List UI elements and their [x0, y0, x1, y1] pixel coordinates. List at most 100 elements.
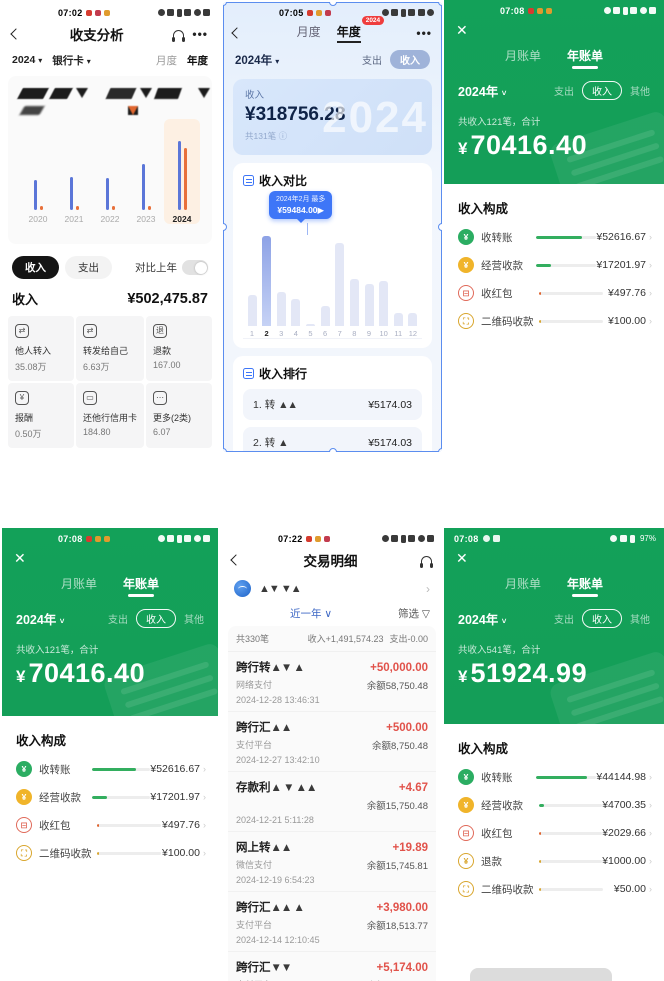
other-option[interactable]: 其他	[630, 87, 650, 98]
month-bar-11[interactable]: 11	[391, 312, 405, 338]
tab-monthly-bill[interactable]: 月账单	[504, 577, 541, 591]
year-bar-group-2021[interactable]: 2021	[56, 122, 92, 224]
transaction-row[interactable]: 跨行汇▲▲ +500.00 支付平台 余额8,750.48 2024-12-27 1…	[228, 712, 436, 772]
tab-yearly[interactable]: 年度 2024	[336, 16, 385, 43]
headset-icon[interactable]	[172, 29, 186, 42]
tx-amount: +5,174.00	[376, 962, 428, 974]
notification-dot-icon	[527, 7, 534, 14]
transaction-row[interactable]: 跨行汇▲▲ ▲ +3,980.00 支付平台 余额18,513.77 2024-12…	[228, 892, 436, 952]
card-dropdown[interactable]: 银行卡 ▾	[52, 54, 91, 67]
selection-handle[interactable]	[328, 448, 337, 452]
year-dropdown[interactable]: 2024年 ˅	[16, 613, 65, 627]
year-bar-group-2023[interactable]: 2023	[128, 122, 164, 224]
bill-item[interactable]: ⊟ 收红包 ¥497.76 ›	[2, 811, 218, 839]
business-income-icon: ¥	[16, 789, 32, 805]
tab-monthly-bill[interactable]: 月账单	[60, 577, 97, 591]
year-dropdown[interactable]: 2024年 ▾	[235, 54, 280, 67]
income-option-selected[interactable]: 收入	[582, 609, 622, 628]
grid-item[interactable]: 退退款 167.00	[146, 316, 212, 381]
filter-button[interactable]: 筛选 ▽	[398, 608, 430, 620]
bill-item[interactable]: ⊟ 收红包 ¥2029.66 ›	[444, 819, 664, 847]
income-option-selected[interactable]: 收入	[582, 81, 622, 100]
selection-handle[interactable]	[438, 448, 442, 452]
compose-title: 收入构成	[458, 202, 509, 216]
bill-item[interactable]: ¥ 经营收款 ¥17201.97 ›	[2, 783, 218, 811]
year-dropdown[interactable]: 2024 ▾	[12, 54, 43, 66]
selection-handle[interactable]	[223, 448, 227, 452]
other-option[interactable]: 其他	[184, 615, 204, 626]
selection-handle[interactable]	[328, 2, 337, 6]
close-icon[interactable]: ✕	[14, 550, 26, 566]
expense-option[interactable]: 支出	[554, 615, 574, 626]
income-segment-button[interactable]: 收入	[12, 256, 59, 279]
grid-item[interactable]: ⇄ 他人转入 35.08万	[8, 316, 74, 381]
tab-monthly-bill[interactable]: 月账单	[504, 49, 541, 63]
year-bar-group-2020[interactable]: 2020	[20, 122, 56, 224]
bill-item[interactable]: ¥ 收转账 ¥44144.98 ›	[444, 763, 664, 791]
transaction-row[interactable]: 跨行转▲▼ ▲ +50,000.00 网络支付 余额58,750.48 2024-1…	[228, 652, 436, 712]
date-range-dropdown[interactable]: 近一年 ∨	[290, 608, 333, 620]
tab-monthly[interactable]: 月度	[156, 54, 177, 67]
bill-item[interactable]: ¥ 退款 ¥1000.00 ›	[444, 847, 664, 875]
transaction-row[interactable]: 存款利▲ ▼ ▲▲ +4.67 余额15,750.48 2024-12-21 5:…	[228, 772, 436, 832]
month-bar-3[interactable]: 3	[274, 291, 288, 338]
income-option-selected[interactable]: 收入	[136, 609, 176, 628]
bill-item[interactable]: ⛶ 二维码收款 ¥50.00 ›	[444, 875, 664, 903]
bill-item[interactable]: ¥ 收转账 ¥52616.67 ›	[444, 223, 664, 251]
expense-option[interactable]: 支出	[362, 56, 382, 67]
close-icon[interactable]: ✕	[456, 22, 468, 38]
month-bar-6[interactable]: 6	[318, 306, 332, 338]
month-bar-4[interactable]: 4	[289, 299, 303, 338]
tab-annual-bill[interactable]: 年账单	[123, 575, 159, 597]
grid-item[interactable]: ⋯ 更多(2类) 6.07	[146, 383, 212, 448]
more-menu-icon[interactable]: •••	[192, 27, 208, 41]
month-bar-12[interactable]: 12	[406, 312, 420, 338]
close-icon[interactable]: ✕	[456, 550, 468, 566]
tab-annual-bill[interactable]: 年账单	[567, 47, 603, 69]
more-menu-icon[interactable]: •••	[416, 26, 432, 40]
bank-account-row[interactable]: ▲▼ ▼▲ ›	[222, 574, 442, 603]
selection-handle[interactable]	[438, 2, 442, 6]
qr-collect-icon: ⛶	[458, 313, 474, 329]
year-dropdown[interactable]: 2024年 ˅	[458, 85, 507, 99]
transaction-row[interactable]: 网上转▲▲ +19.89 微信支付 余额15,745.81 2024-12-19 6…	[228, 832, 436, 892]
month-bar-9[interactable]: 9	[362, 283, 376, 338]
transaction-row[interactable]: 跨行汇▼▼+5,174.00 支付平台余额14,633.77 2024-12-1…	[228, 952, 436, 981]
selection-handle[interactable]	[223, 223, 227, 231]
year-dropdown[interactable]: 2024年 ˅	[458, 613, 507, 627]
month-bar-2[interactable]: 2	[260, 236, 274, 338]
expense-option[interactable]: 支出	[108, 615, 128, 626]
caret-down-icon: ˅	[501, 89, 507, 98]
info-icon[interactable]: ⓘ	[278, 131, 288, 141]
bill-item[interactable]: ¥ 收转账 ¥52616.67 ›	[2, 755, 218, 783]
month-bar-8[interactable]: 8	[347, 279, 361, 338]
month-bar-7[interactable]: 7	[333, 243, 347, 338]
tab-annual-bill[interactable]: 年账单	[567, 575, 603, 597]
selection-handle[interactable]	[438, 223, 442, 231]
expense-segment-button[interactable]: 支出	[65, 256, 112, 279]
year-bar-group-2024[interactable]: 2024	[164, 119, 200, 224]
headset-icon[interactable]	[420, 555, 433, 568]
rank-row[interactable]: 1. 转 ▲▲ ¥5174.03	[243, 389, 422, 420]
other-option[interactable]: 其他	[630, 615, 650, 626]
bill-item[interactable]: ⛶ 二维码收款 ¥100.00 ›	[2, 839, 218, 867]
month-bar-10[interactable]: 10	[377, 281, 391, 338]
compare-toggle[interactable]	[182, 260, 208, 275]
caret-down-icon: ˅	[501, 617, 507, 626]
grid-item[interactable]: ▭ 还他行信用卡 184.80	[75, 383, 144, 448]
bill-item[interactable]: ⛶ 二维码收款 ¥100.00 ›	[444, 307, 664, 335]
grid-item[interactable]: ¥ 报酬 0.50万	[8, 383, 74, 448]
bill-item[interactable]: ⊟ 收红包 ¥497.76 ›	[444, 279, 664, 307]
month-bar-5[interactable]: 5	[304, 324, 318, 338]
grid-item[interactable]: ⇄ 转发给自己 6.63万	[75, 316, 144, 381]
tab-monthly[interactable]: 月度	[296, 25, 321, 39]
month-bar-1[interactable]: 1	[245, 294, 259, 338]
rank-row[interactable]: 2. 转 ▲ ¥5174.03	[243, 427, 422, 452]
tab-yearly[interactable]: 年度	[187, 54, 208, 67]
bill-item[interactable]: ¥ 经营收款 ¥17201.97 ›	[444, 251, 664, 279]
bill-item[interactable]: ¥ 经营收款 ¥4700.35 ›	[444, 791, 664, 819]
expense-option[interactable]: 支出	[554, 87, 574, 98]
income-option-selected[interactable]: 收入	[390, 50, 430, 69]
year-bar-group-2022[interactable]: 2022	[92, 122, 128, 224]
month-label: 4	[293, 329, 298, 338]
